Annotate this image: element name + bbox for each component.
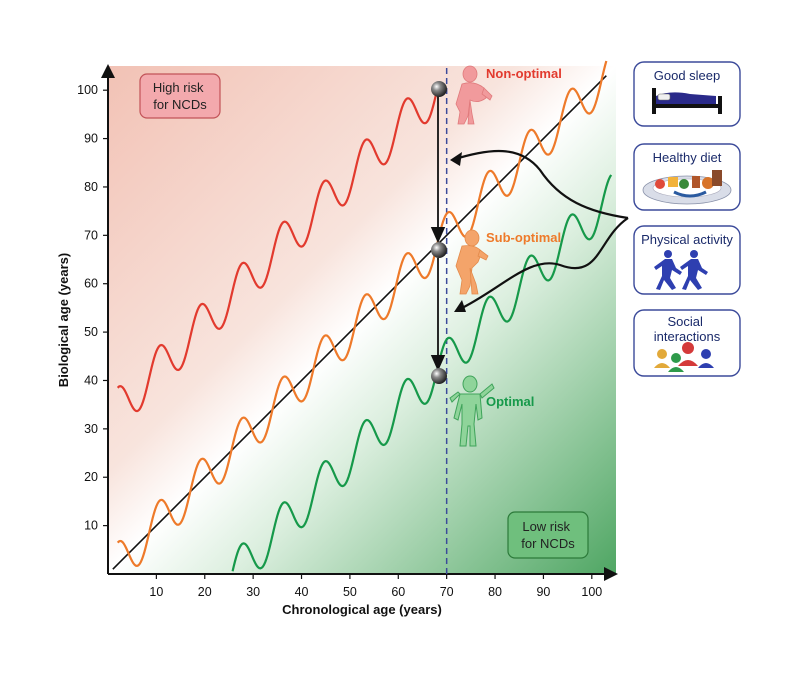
- high-risk-box: High risk for NCDs: [139, 73, 221, 119]
- y-tick-label: 90: [84, 132, 98, 146]
- y-tick-label: 20: [84, 470, 98, 484]
- people-group-icon: [654, 342, 714, 372]
- series-line-non-optimal: [116, 89, 439, 413]
- x-tick-label: 90: [536, 585, 550, 599]
- y-tick-label: 60: [84, 277, 98, 291]
- brace-arrowhead-upper: [450, 152, 462, 166]
- x-axis-arrow: [604, 567, 618, 581]
- non-optimal-figure-icon: [455, 65, 493, 125]
- x-tick-label: 30: [246, 585, 260, 599]
- sub-optimal-point: [431, 242, 447, 258]
- y-axis-ticks: 10 20 30 40 50 60 70 80 90 100: [77, 83, 108, 533]
- optimal-label: Optimal: [486, 394, 534, 409]
- y-axis-label: Biological age (years): [56, 253, 71, 387]
- healthy-diet-label: Healthy diet: [653, 150, 722, 165]
- sub-optimal-figure-icon: [455, 229, 489, 295]
- low-risk-text: Low risk for NCDs: [521, 519, 575, 551]
- healthy-diet-box: Healthy diet: [633, 143, 741, 211]
- x-tick-label: 40: [295, 585, 309, 599]
- good-sleep-box: Good sleep: [633, 61, 741, 127]
- x-axis-ticks: 10 20 30 40 50 60 70 80 90 100: [149, 574, 602, 599]
- x-tick-label: 70: [440, 585, 454, 599]
- social-interactions-box: Social interactions: [633, 309, 741, 377]
- y-tick-label: 40: [84, 373, 98, 387]
- x-tick-label: 80: [488, 585, 502, 599]
- series-line-sub-optimal: [116, 60, 608, 568]
- brace-arrowhead-lower: [454, 300, 466, 312]
- y-tick-label: 70: [84, 228, 98, 242]
- x-tick-label: 50: [343, 585, 357, 599]
- x-tick-label: 60: [391, 585, 405, 599]
- high-risk-text: High risk for NCDs: [153, 80, 207, 112]
- x-tick-label: 10: [149, 585, 163, 599]
- runners-icon: [654, 250, 708, 290]
- x-tick-label: 100: [581, 585, 602, 599]
- series-layer: [116, 60, 613, 572]
- optimal-figure-icon: [449, 375, 495, 447]
- non-optimal-point: [431, 81, 447, 97]
- good-sleep-label: Good sleep: [654, 68, 721, 83]
- y-tick-label: 100: [77, 83, 98, 97]
- y-axis-arrow: [101, 64, 115, 78]
- food-plate-icon: [642, 170, 732, 205]
- low-risk-box: Low risk for NCDs: [507, 511, 589, 559]
- social-interactions-label: Social interactions: [654, 314, 721, 344]
- x-axis-label: Chronological age (years): [282, 602, 442, 617]
- series-line-optimal: [231, 174, 613, 572]
- lifestyle-brace-arrow: [451, 149, 629, 311]
- physical-activity-label: Physical activity: [641, 232, 733, 247]
- y-tick-label: 10: [84, 519, 98, 533]
- non-optimal-label: Non-optimal: [486, 66, 562, 81]
- axes: [101, 64, 618, 581]
- y-tick-label: 80: [84, 180, 98, 194]
- y-tick-label: 30: [84, 422, 98, 436]
- x-tick-label: 20: [198, 585, 212, 599]
- physical-activity-box: Physical activity: [633, 225, 741, 295]
- bed-icon: [652, 88, 722, 114]
- sub-optimal-label: Sub-optimal: [486, 230, 561, 245]
- y-tick-label: 50: [84, 325, 98, 339]
- optimal-point: [431, 368, 447, 384]
